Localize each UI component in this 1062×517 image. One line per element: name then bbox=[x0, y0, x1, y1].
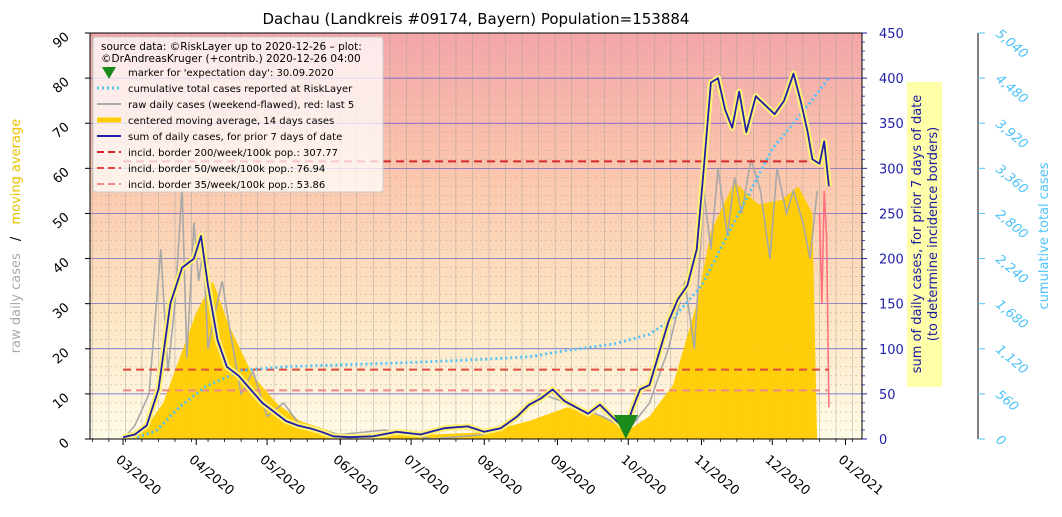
left-tick-label: 30 bbox=[50, 300, 72, 322]
ylabel-raw-part: raw daily cases bbox=[9, 253, 24, 353]
left-axis-label: raw daily cases / moving average bbox=[9, 119, 24, 353]
left-tick-label: 40 bbox=[50, 255, 72, 277]
far-right-tick-label: 560 bbox=[992, 387, 1021, 414]
legend-entry-weekly-sum: sum of daily cases, for prior 7 days of … bbox=[128, 132, 342, 143]
x-tick-label: 09/2020 bbox=[547, 453, 598, 499]
legend-header-line-2: ©DrAndreasKruger (+contrib.) 2020-12-26 … bbox=[101, 53, 361, 65]
left-tick-label: 20 bbox=[50, 345, 72, 367]
right-tick-label: 400 bbox=[879, 72, 904, 87]
expectation-day-marker bbox=[613, 415, 638, 439]
ylabel-average-part: moving average bbox=[9, 119, 24, 225]
far-right-tick-label: 2,240 bbox=[992, 252, 1030, 287]
grid bbox=[90, 33, 862, 439]
left-tick-label: 80 bbox=[50, 75, 72, 97]
right-tick-label: 0 bbox=[879, 433, 887, 448]
legend-entry-expectation: marker for 'expectation day': 30.09.2020 bbox=[128, 68, 334, 79]
far-right-tick-label: 1,120 bbox=[992, 342, 1030, 377]
left-tick-label: 50 bbox=[50, 210, 72, 232]
far-right-tick-label: 4,480 bbox=[992, 72, 1030, 107]
right-tick-label: 450 bbox=[879, 27, 904, 42]
right-tick-label: 100 bbox=[879, 343, 904, 358]
left-tick-label: 10 bbox=[50, 390, 72, 412]
x-tick-label: 03/2020 bbox=[112, 453, 163, 499]
legend-entry-border-50: incid. border 50/week/100k pop.: 76.94 bbox=[128, 164, 325, 175]
x-tick-label: 01/2021 bbox=[835, 453, 886, 499]
left-tick-label: 90 bbox=[50, 30, 72, 52]
weekly-sum-line bbox=[122, 72, 830, 439]
x-tick-label: 08/2020 bbox=[474, 453, 525, 499]
x-tick-label: 12/2020 bbox=[762, 453, 813, 499]
right-axis-label-box bbox=[907, 82, 942, 387]
raw-daily-last5-line bbox=[818, 190, 830, 408]
series-layer bbox=[122, 70, 832, 439]
right-tick-label: 300 bbox=[879, 162, 904, 177]
ylabel-separator: / bbox=[9, 236, 24, 241]
right-tick-label: 50 bbox=[879, 388, 896, 403]
legend-entry-raw: raw daily cases (weekend-flawed), red: l… bbox=[128, 100, 354, 111]
moving-average-area bbox=[123, 181, 818, 439]
svg-text:raw daily cases /: raw daily cases / moving average bbox=[9, 119, 24, 353]
legend-entry-border-200: incid. border 200/week/100k pop.: 307.77 bbox=[128, 148, 338, 159]
ylabel-far-right: cumulative total cases bbox=[1037, 162, 1052, 309]
far-right-tick-label: 3,920 bbox=[992, 117, 1030, 152]
x-tick-label: 05/2020 bbox=[256, 453, 307, 499]
legend: source data: ©RiskLayer up to 2020-12-26… bbox=[92, 36, 384, 193]
right-tick-label: 150 bbox=[879, 298, 904, 313]
far-right-tick-label: 0 bbox=[992, 433, 1008, 450]
far-right-tick-label: 3,360 bbox=[992, 162, 1030, 197]
legend-box bbox=[92, 36, 384, 193]
ylabel-right-line-2: (to determine incidence borders) bbox=[926, 127, 941, 342]
x-tick-label: 07/2020 bbox=[401, 453, 452, 499]
x-tick-label: 10/2020 bbox=[618, 453, 669, 499]
far-right-tick-label: 1,680 bbox=[992, 297, 1030, 332]
far-right-tick-label: 2,800 bbox=[992, 207, 1030, 242]
plot-frame bbox=[89, 32, 863, 440]
right-tick-label: 200 bbox=[879, 253, 904, 268]
right-tick-label: 350 bbox=[879, 117, 904, 132]
left-tick-label: 60 bbox=[50, 165, 72, 187]
left-tick-label: 70 bbox=[50, 120, 72, 142]
x-tick-label: 04/2020 bbox=[186, 453, 237, 499]
cumulative-line bbox=[132, 77, 831, 439]
legend-entry-moving-average: centered moving average, 14 days cases bbox=[128, 116, 334, 127]
legend-marker-expectation bbox=[102, 67, 116, 79]
chart-title: Dachau (Landkreis #09174, Bayern) Popula… bbox=[263, 10, 690, 28]
x-tick-label: 11/2020 bbox=[691, 453, 742, 499]
left-tick-label: 0 bbox=[57, 436, 73, 453]
x-tick-label: 06/2020 bbox=[330, 453, 381, 499]
right-axis-label: sum of daily cases, for prior 7 days of … bbox=[910, 95, 941, 374]
ylabel-right-line-1: sum of daily cases, for prior 7 days of … bbox=[910, 95, 925, 374]
far-right-axis-label: cumulative total cases bbox=[1037, 162, 1052, 309]
legend-header-line-1: source data: ©RiskLayer up to 2020-12-26… bbox=[101, 41, 362, 53]
far-right-tick-label: 5,040 bbox=[992, 27, 1030, 62]
legend-entry-cumulative: cumulative total cases reported at RiskL… bbox=[128, 84, 353, 95]
legend-entry-border-35: incid. border 35/week/100k pop.: 53.86 bbox=[128, 180, 325, 191]
right-tick-label: 250 bbox=[879, 207, 904, 222]
